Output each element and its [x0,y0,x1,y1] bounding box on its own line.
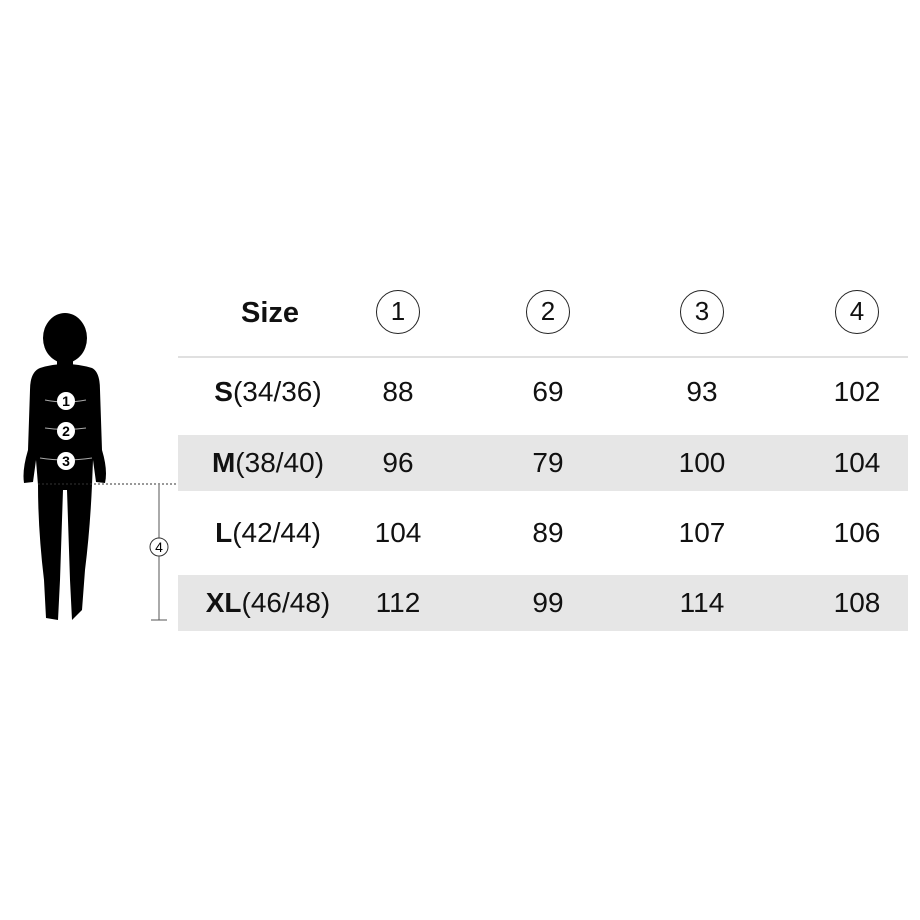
table-row: XL(46/48) 112 99 114 108 [178,575,908,631]
column-header-3: 3 [680,290,724,334]
size-label: S(34/36) [188,364,348,420]
measurement-2: 79 [532,447,564,478]
marker-3: 3 [62,453,70,469]
measurement-2: 69 [532,376,564,407]
size-label: M(38/40) [188,435,348,491]
header-divider [178,356,908,358]
measurement-2: 99 [532,587,564,618]
measurement-4: 102 [833,376,881,407]
column-header-2: 2 [526,290,570,334]
measurement-4: 106 [833,517,881,548]
size-letter: L [215,517,233,548]
measurement-1: 104 [374,517,422,548]
marker-1: 1 [62,393,70,409]
size-letter: XL [205,587,242,618]
measurement-4: 108 [833,587,881,618]
size-label: L(42/44) [188,505,348,561]
size-eu: (42/44) [232,517,321,548]
size-eu: (38/40) [235,447,325,478]
body-figure: 1 2 3 4 [23,313,178,621]
measurement-1: 88 [382,376,414,407]
measurement-3: 100 [678,447,726,478]
size-letter: S [214,376,233,407]
size-letter: M [211,447,236,478]
size-label: XL(46/48) [188,575,348,631]
table-row: M(38/40) 96 79 100 104 [178,435,908,491]
measurement-3: 114 [679,587,725,618]
measurement-1: 112 [375,587,421,618]
size-eu: (34/36) [232,376,322,407]
size-eu: (46/48) [241,587,331,618]
measurement-3: 107 [678,517,726,548]
size-header: Size [240,297,300,329]
marker-2: 2 [62,423,70,439]
table-row: S(34/36) 88 69 93 102 [178,364,908,420]
table-row: L(42/44) 104 89 107 106 [178,505,908,561]
measurement-3: 93 [686,376,718,407]
column-header-1: 1 [376,290,420,334]
measurement-4: 104 [833,447,881,478]
column-header-4: 4 [835,290,879,334]
measurement-1: 96 [382,447,414,478]
marker-4: 4 [155,539,163,555]
measurement-2: 89 [532,517,564,548]
